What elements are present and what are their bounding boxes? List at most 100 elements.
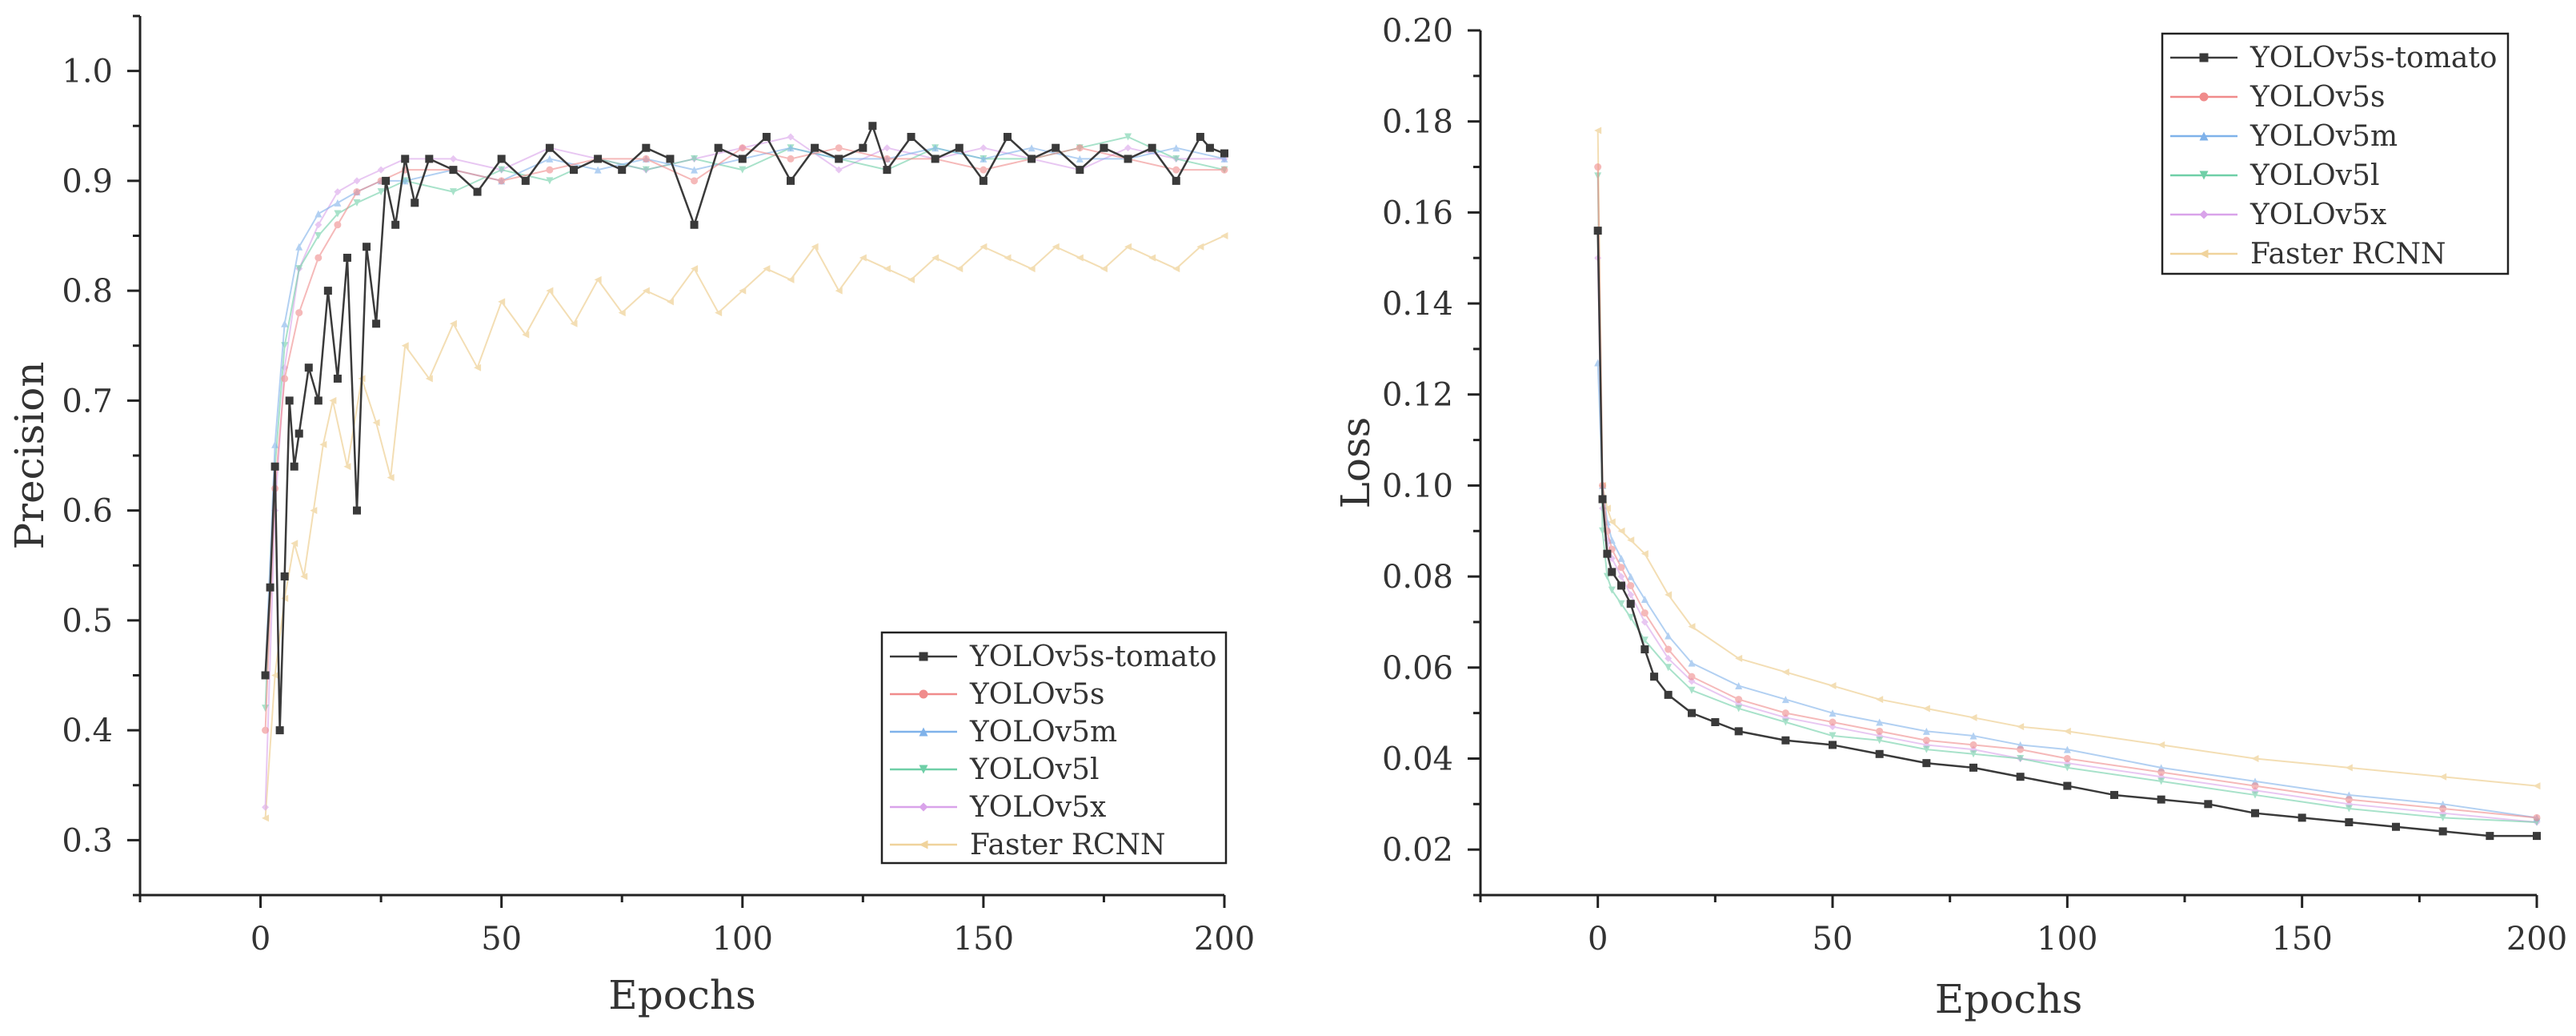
data-point xyxy=(1220,149,1228,158)
data-point xyxy=(1781,736,1790,745)
data-point xyxy=(1665,591,1673,599)
data-point xyxy=(261,671,270,680)
data-point xyxy=(787,133,795,141)
data-point xyxy=(1608,568,1617,576)
data-point xyxy=(334,210,342,218)
y-tick-label: 0.04 xyxy=(1382,741,1453,777)
legend-swatch-marker xyxy=(919,652,928,661)
data-point xyxy=(1172,265,1180,273)
data-point xyxy=(522,331,530,339)
data-point xyxy=(270,462,279,471)
legend-label: YOLOv5m xyxy=(2249,120,2398,153)
data-point xyxy=(2533,782,2541,790)
data-point xyxy=(1617,581,1625,590)
data-point xyxy=(2439,813,2447,821)
data-point xyxy=(1052,243,1060,251)
data-point xyxy=(271,440,279,448)
data-point xyxy=(1922,759,1931,768)
data-point xyxy=(333,374,342,383)
data-point xyxy=(1735,654,1743,662)
data-point xyxy=(666,298,674,306)
data-point xyxy=(2345,818,2354,827)
data-point xyxy=(401,342,409,350)
data-point xyxy=(498,298,506,306)
data-point xyxy=(1617,572,1625,580)
data-point xyxy=(1627,572,1635,580)
data-point xyxy=(666,155,675,163)
data-point xyxy=(763,265,771,273)
data-point xyxy=(1076,254,1084,262)
data-point xyxy=(1641,618,1649,626)
data-point xyxy=(2017,723,2025,731)
data-point xyxy=(691,265,699,273)
data-point xyxy=(314,210,323,218)
legend-swatch-marker xyxy=(2199,249,2209,259)
data-point xyxy=(1969,763,1977,772)
legend-label: YOLOv5s xyxy=(2249,81,2385,114)
data-point xyxy=(618,309,626,317)
data-point xyxy=(1124,133,1132,141)
data-point xyxy=(1076,155,1084,163)
data-point xyxy=(1922,727,1930,735)
data-point xyxy=(1665,632,1673,640)
data-point xyxy=(642,155,650,163)
legend-label: YOLOv5l xyxy=(2249,159,2379,192)
x-tick-label: 50 xyxy=(481,921,522,958)
series-line xyxy=(264,147,1224,731)
data-point xyxy=(2063,764,2071,772)
data-point xyxy=(907,132,915,141)
data-point xyxy=(835,144,843,152)
y-axis-title: Precision xyxy=(6,361,53,549)
data-point xyxy=(1594,126,1602,135)
data-point xyxy=(1922,705,1930,713)
data-point xyxy=(762,132,771,141)
x-tick-label: 150 xyxy=(953,921,1014,958)
data-point xyxy=(1734,727,1743,736)
data-point xyxy=(594,155,603,163)
data-point xyxy=(2345,805,2353,813)
data-point xyxy=(1781,718,1789,726)
data-point xyxy=(907,275,915,283)
y-axis-title: Loss xyxy=(1332,417,1379,509)
legend-swatch-marker xyxy=(2199,131,2209,141)
y-tick-label: 1.0 xyxy=(62,54,113,90)
data-point xyxy=(353,199,361,207)
data-point xyxy=(1594,163,1602,171)
data-point xyxy=(262,814,270,822)
y-tick-label: 0.16 xyxy=(1382,195,1453,231)
data-point xyxy=(835,166,843,174)
legend-swatch-marker xyxy=(919,689,928,699)
y-tick-label: 0.18 xyxy=(1382,104,1453,141)
data-point xyxy=(449,155,457,163)
data-point xyxy=(1876,727,1884,735)
data-point xyxy=(1876,737,1884,745)
data-point xyxy=(473,187,482,196)
data-point xyxy=(391,220,400,229)
data-point xyxy=(1028,144,1036,152)
data-point xyxy=(290,540,298,548)
data-point xyxy=(691,155,699,163)
data-point xyxy=(787,155,795,163)
x-tick-label: 200 xyxy=(1194,921,1255,958)
data-point xyxy=(835,287,843,295)
data-point xyxy=(691,166,699,174)
data-point xyxy=(411,199,419,207)
data-point xyxy=(449,319,457,327)
data-point xyxy=(2157,741,2165,749)
data-point xyxy=(343,463,351,471)
x-tick-label: 50 xyxy=(1813,921,1853,958)
data-point xyxy=(1196,132,1204,141)
series-yolov5l xyxy=(262,133,1228,713)
data-point xyxy=(1641,636,1649,644)
legend-swatch-marker xyxy=(919,802,928,812)
data-point xyxy=(1100,143,1108,152)
data-point xyxy=(2110,790,2118,799)
data-point xyxy=(1627,613,1635,621)
data-point xyxy=(498,166,506,174)
data-point xyxy=(2251,809,2259,817)
data-point xyxy=(2063,781,2072,790)
data-point xyxy=(294,429,303,438)
data-point xyxy=(2157,795,2165,804)
data-point xyxy=(546,155,554,163)
data-point xyxy=(1969,732,1977,740)
